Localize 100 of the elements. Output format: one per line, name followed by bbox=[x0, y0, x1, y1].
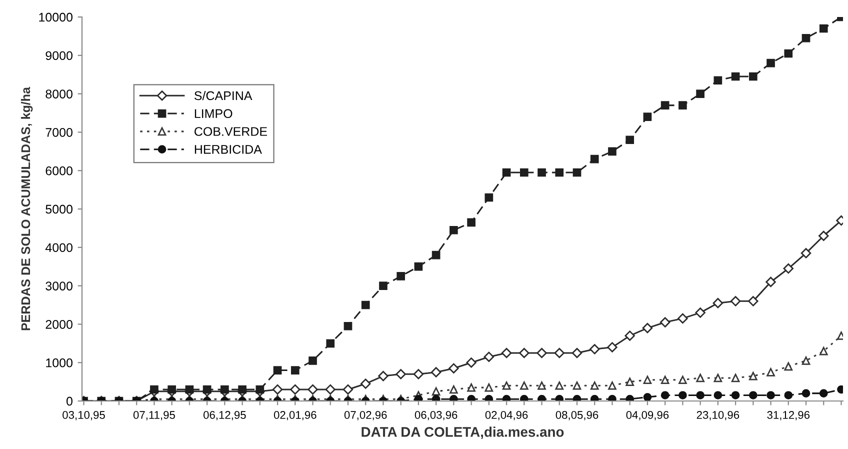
point bbox=[502, 381, 511, 390]
point bbox=[238, 385, 246, 394]
point bbox=[748, 372, 758, 380]
point bbox=[607, 342, 618, 352]
point bbox=[695, 308, 706, 318]
x-tick-label: 06,12,95 bbox=[204, 411, 246, 420]
point bbox=[678, 391, 687, 400]
point bbox=[168, 385, 176, 394]
point bbox=[538, 168, 546, 177]
point bbox=[572, 381, 582, 390]
point bbox=[590, 394, 599, 401]
point bbox=[467, 383, 476, 392]
point bbox=[520, 381, 528, 390]
point bbox=[643, 376, 652, 384]
y-tick-label: 8000 bbox=[46, 90, 72, 98]
point bbox=[396, 272, 406, 280]
point bbox=[448, 363, 459, 374]
x-tick-label: 08,05,96 bbox=[556, 411, 598, 420]
point bbox=[712, 298, 724, 308]
point bbox=[466, 357, 476, 368]
point bbox=[467, 394, 476, 401]
point bbox=[730, 296, 741, 306]
point bbox=[714, 76, 722, 85]
point bbox=[555, 394, 564, 401]
point bbox=[660, 376, 670, 384]
point bbox=[748, 296, 758, 306]
point bbox=[396, 369, 406, 380]
point bbox=[432, 387, 440, 396]
point bbox=[748, 72, 758, 81]
point bbox=[608, 147, 616, 156]
point bbox=[783, 263, 794, 274]
point bbox=[714, 391, 722, 400]
point bbox=[379, 282, 388, 290]
y-tick-label: 3000 bbox=[46, 282, 72, 290]
point bbox=[467, 218, 476, 227]
point bbox=[501, 348, 512, 358]
point bbox=[608, 381, 616, 390]
point bbox=[590, 154, 599, 164]
point bbox=[714, 374, 722, 382]
point bbox=[290, 366, 300, 374]
point bbox=[450, 385, 458, 394]
x-tick-label: 23,10,96 bbox=[696, 411, 740, 420]
point bbox=[538, 394, 546, 401]
point bbox=[802, 34, 810, 42]
point bbox=[643, 392, 652, 401]
point bbox=[678, 376, 687, 384]
point bbox=[626, 378, 634, 386]
point bbox=[484, 394, 494, 401]
x-tick-label: 07,02,96 bbox=[344, 411, 387, 420]
legend-label: S/CAPINA bbox=[194, 90, 252, 100]
x-tick-label: 07,11,95 bbox=[133, 411, 175, 420]
point bbox=[678, 101, 687, 110]
point bbox=[344, 322, 352, 330]
point bbox=[678, 313, 688, 324]
point bbox=[766, 276, 776, 288]
point bbox=[554, 348, 564, 358]
point bbox=[748, 391, 758, 400]
point bbox=[536, 348, 547, 358]
point bbox=[802, 389, 810, 398]
point bbox=[414, 394, 423, 401]
point bbox=[766, 391, 775, 400]
point bbox=[624, 330, 635, 341]
point bbox=[202, 385, 212, 394]
point bbox=[502, 394, 511, 401]
point bbox=[520, 394, 528, 401]
point bbox=[308, 356, 317, 365]
point bbox=[432, 394, 440, 401]
point bbox=[273, 366, 282, 374]
point bbox=[308, 384, 318, 395]
point bbox=[555, 381, 564, 390]
point bbox=[361, 300, 370, 310]
point bbox=[290, 384, 300, 395]
point bbox=[766, 58, 775, 68]
y-tick-label: 2000 bbox=[46, 320, 72, 329]
x-axis-title: DATA DA COLETA,dia.mes.ano bbox=[362, 426, 564, 439]
point bbox=[520, 168, 528, 177]
point bbox=[272, 384, 283, 395]
point bbox=[150, 385, 158, 394]
point bbox=[538, 381, 546, 390]
point bbox=[819, 389, 828, 398]
x-tick-label: 03,10,95 bbox=[62, 411, 105, 420]
point bbox=[731, 374, 740, 382]
x-tick-label: 06,03,96 bbox=[414, 411, 458, 420]
point bbox=[432, 250, 440, 260]
point bbox=[484, 383, 494, 392]
y-tick-label: 4000 bbox=[45, 243, 72, 252]
point bbox=[626, 394, 634, 401]
x-tick-label: 02,04,96 bbox=[485, 411, 528, 420]
point bbox=[325, 384, 336, 395]
x-tick-label: 31,12,96 bbox=[767, 411, 810, 420]
point bbox=[660, 101, 670, 110]
point bbox=[642, 322, 653, 334]
point bbox=[572, 168, 582, 177]
point bbox=[326, 339, 335, 348]
y-tick-label: 5000 bbox=[46, 204, 72, 214]
point bbox=[731, 72, 740, 81]
point bbox=[450, 394, 458, 401]
point bbox=[590, 381, 599, 390]
point bbox=[696, 391, 704, 400]
point bbox=[484, 193, 494, 202]
